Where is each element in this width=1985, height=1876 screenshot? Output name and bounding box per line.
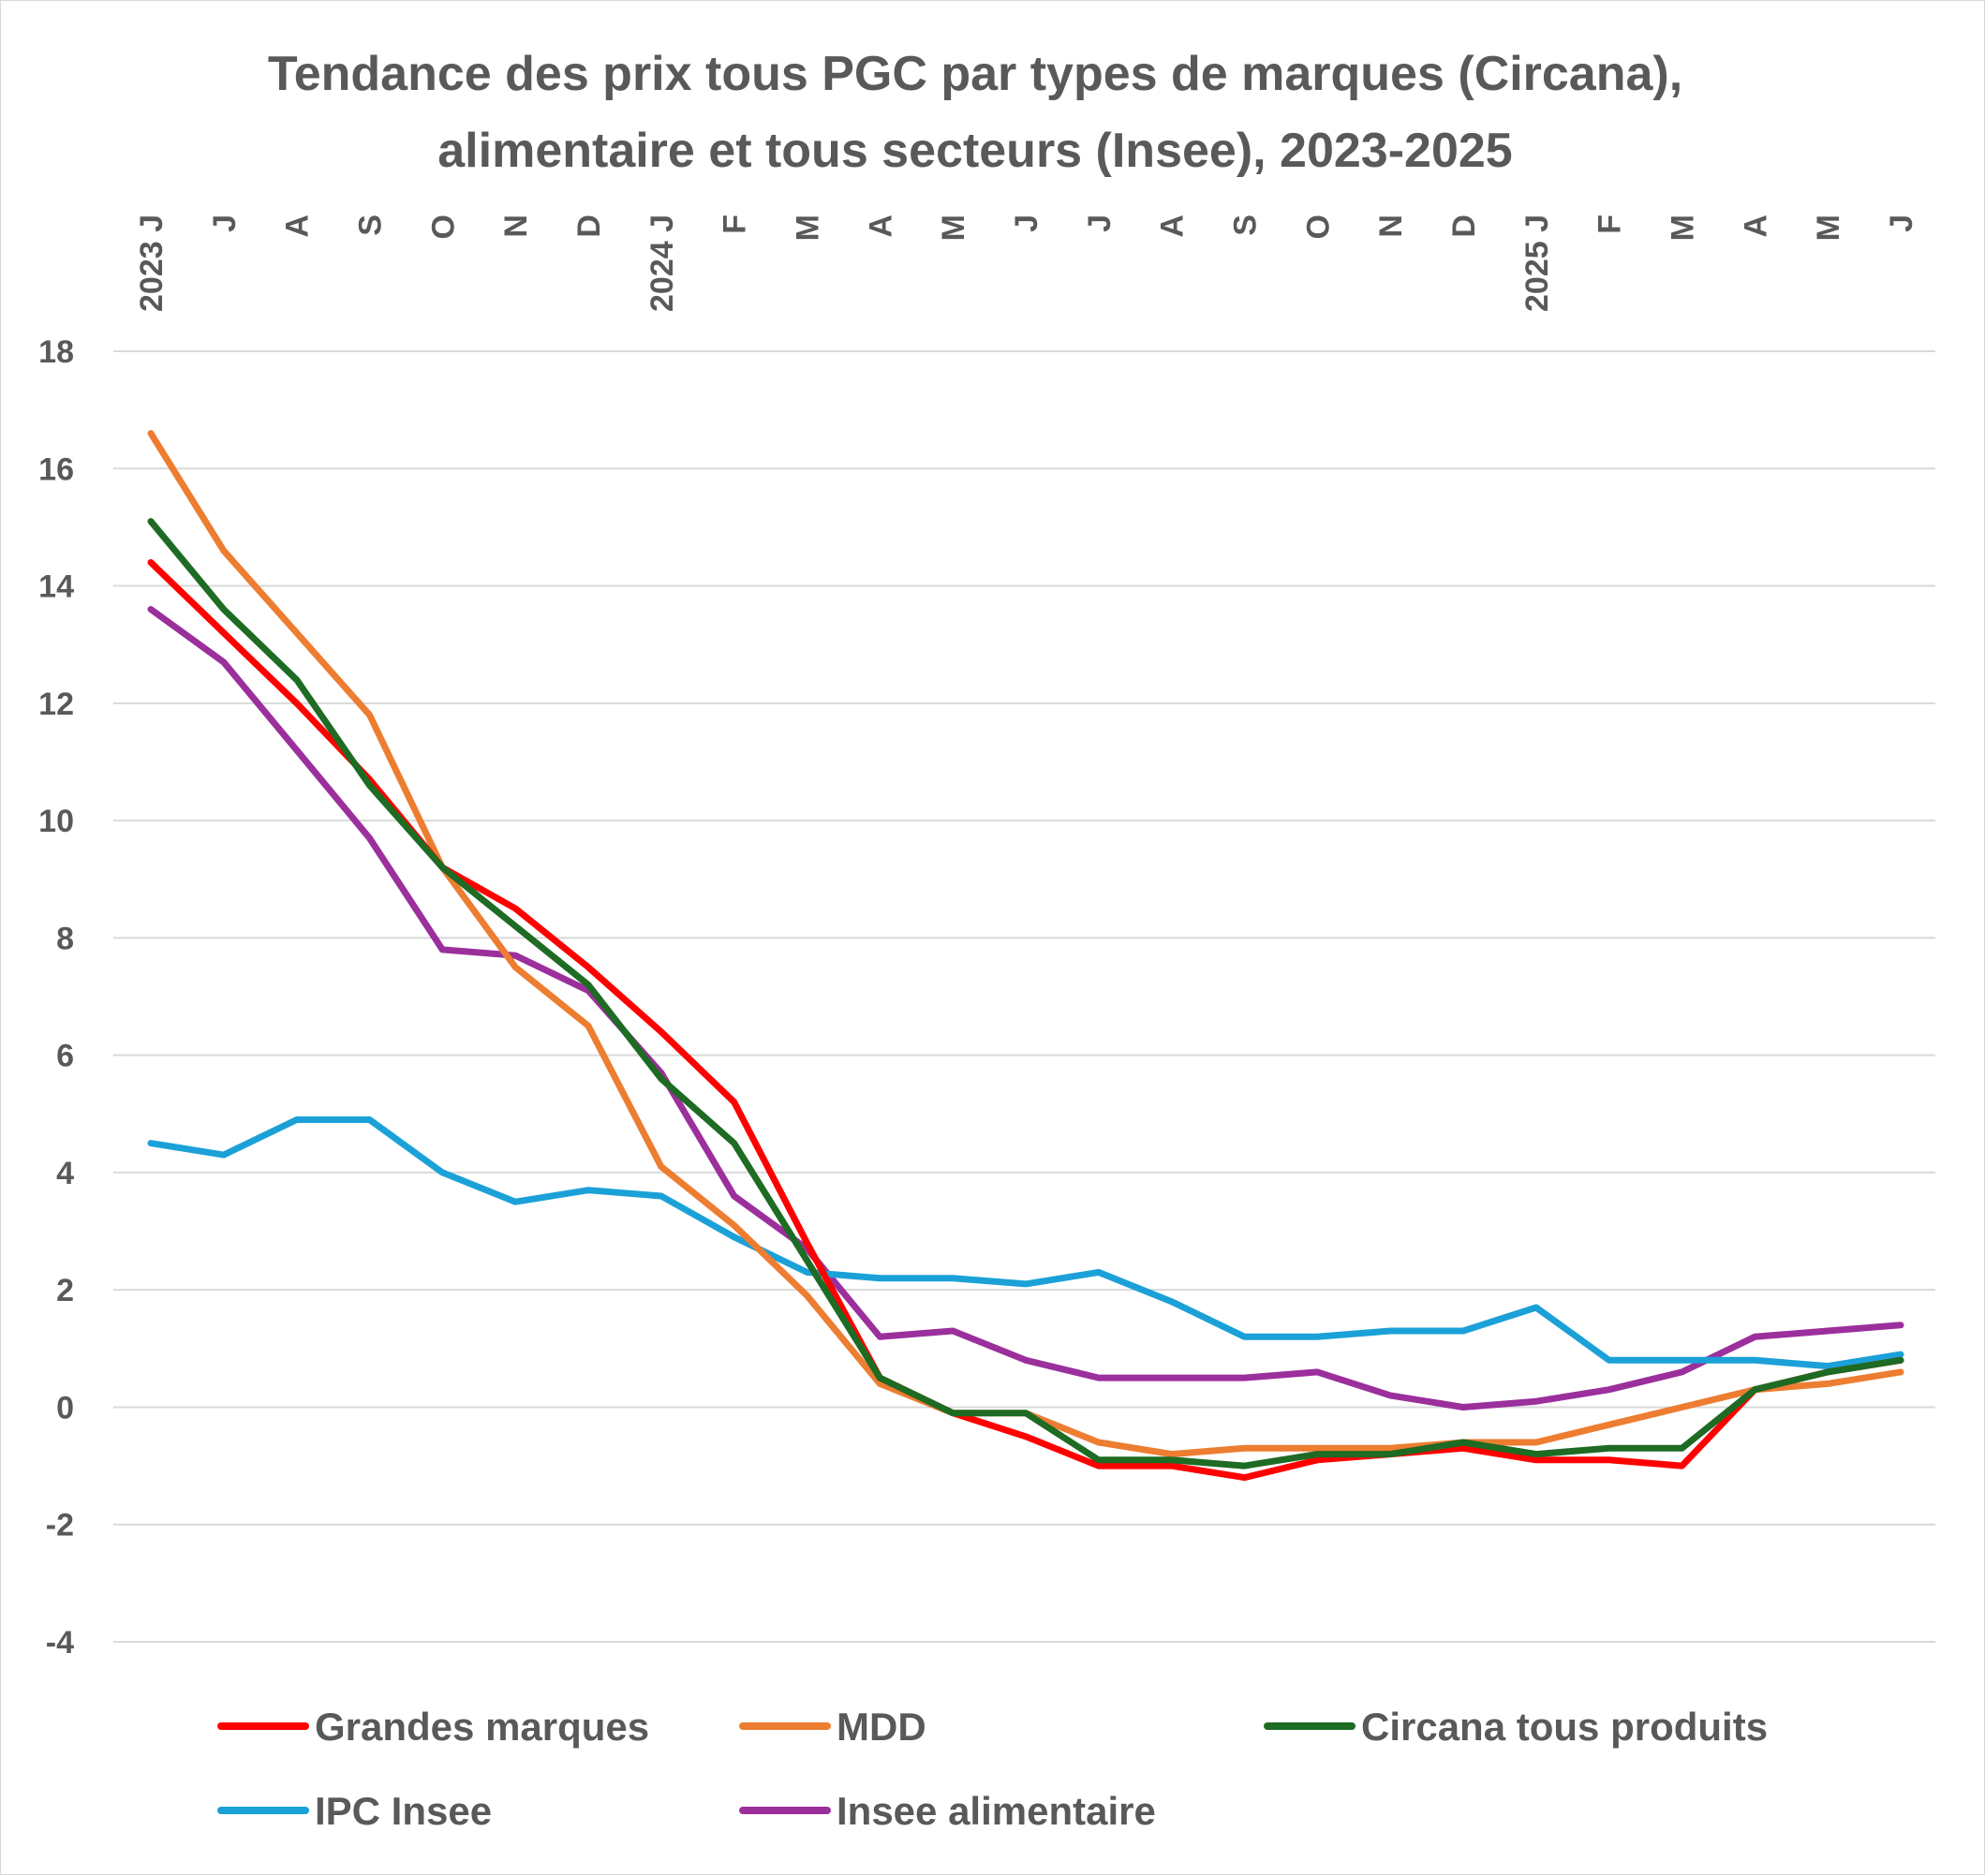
legend-label-mdd: MDD <box>837 1705 926 1749</box>
y-tick-label: 12 <box>38 687 74 722</box>
x-tick-label: 2023 J <box>134 214 170 312</box>
x-tick-label: O <box>1300 214 1336 239</box>
chart-title: Tendance des prix tous PGC par types de … <box>268 47 1682 178</box>
x-tick-label: M <box>936 214 971 241</box>
x-tick-label: J <box>207 214 243 232</box>
series-line-circana-tous-produits <box>147 518 1904 1470</box>
y-tick-label: 18 <box>38 334 74 370</box>
chart-title-line-1: Tendance des prix tous PGC par types de … <box>268 47 1682 101</box>
series-line-ipc-insee <box>147 1116 1904 1370</box>
y-axis-tick-labels: -4 -2 0 2 4 6 8 10 12 14 16 18 <box>38 334 74 1661</box>
x-tick-label: A <box>1738 214 1773 238</box>
x-tick-label: O <box>425 214 461 239</box>
x-tick-label: 2025 J <box>1519 214 1555 312</box>
x-tick-label: A <box>280 214 316 238</box>
y-tick-label: 8 <box>56 921 74 956</box>
legend: Grandes marques MDD Circana tous produits I… <box>217 1705 1768 1833</box>
x-tick-label: M <box>791 214 826 241</box>
y-tick-label: 6 <box>56 1039 74 1074</box>
y-tick-label: 4 <box>56 1156 74 1191</box>
x-axis-tick-labels: 2023 J J A S O N D 2024 J F M A M J J A S O N D 2025 J F M A M J <box>134 214 1919 312</box>
x-tick-label: S <box>353 214 389 236</box>
x-tick-label: 2024 J <box>644 214 680 312</box>
x-tick-label: M <box>1666 214 1701 241</box>
y-tick-label: -4 <box>46 1625 74 1661</box>
x-tick-label: S <box>1228 214 1264 236</box>
legend-label-grandes-marques: Grandes marques <box>315 1705 649 1749</box>
x-tick-label: J <box>1009 214 1044 232</box>
x-tick-label: J <box>1082 214 1118 232</box>
y-tick-label: 14 <box>38 569 74 605</box>
series-line-grandes-marques <box>147 559 1904 1482</box>
x-tick-label: J <box>1884 214 1919 232</box>
legend-label-insee-alimentaire: Insee alimentaire <box>837 1789 1156 1833</box>
x-tick-label: A <box>863 214 898 238</box>
y-tick-label: 16 <box>38 451 74 487</box>
x-tick-label: F <box>718 214 753 234</box>
legend-label-circana-tous-produits: Circana tous produits <box>1361 1705 1768 1749</box>
y-tick-label: 0 <box>56 1390 74 1425</box>
x-tick-label: A <box>1155 214 1191 238</box>
legend-label-ipc-insee: IPC Insee <box>315 1789 492 1833</box>
x-tick-label: N <box>498 214 534 238</box>
x-tick-label: F <box>1592 214 1628 234</box>
x-tick-label: D <box>571 214 607 238</box>
y-tick-label: 2 <box>56 1273 74 1308</box>
y-tick-label: -2 <box>46 1508 74 1544</box>
x-tick-label: M <box>1811 214 1846 241</box>
y-tick-label: 10 <box>38 804 74 839</box>
gridlines <box>113 350 1935 1643</box>
series-lines <box>147 430 1904 1482</box>
x-tick-label: N <box>1373 214 1409 238</box>
x-tick-label: D <box>1446 214 1482 238</box>
chart-title-line-2: alimentaire et tous secteurs (Insee), 20… <box>437 124 1512 178</box>
series-line-insee-alimentaire <box>147 606 1904 1411</box>
